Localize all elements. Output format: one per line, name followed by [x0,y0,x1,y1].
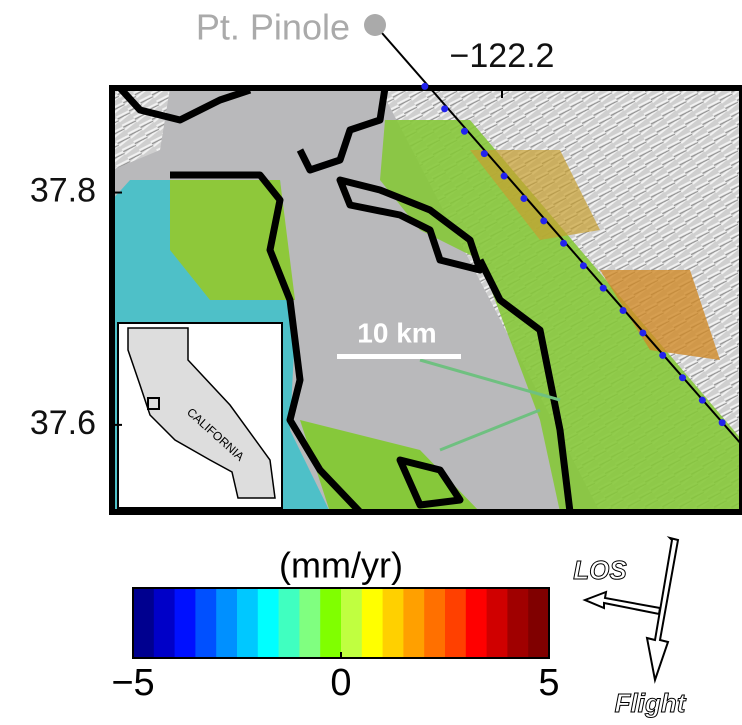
fault-dot [520,195,527,202]
y-tick-label: 37.6 [30,404,96,442]
colorbar-segment [528,588,549,658]
colorbar: −5 0 5 [111,588,559,704]
colorbar-tick-label: −5 [111,662,154,704]
colorbar-segment [154,588,175,658]
fault-dot [600,285,607,292]
fault-dot [580,262,587,269]
colorbar-segment [279,588,300,658]
fault-dot [461,128,468,135]
colorbar-segment [299,588,320,658]
fault-dot [620,307,627,314]
colorbar-segment [216,588,237,658]
colorbar-segment [403,588,424,658]
direction-arrows: LOS Flight [573,538,686,718]
scale-line [337,354,461,359]
colorbar-segment [383,588,404,658]
colorbar-tick-label: 0 [330,662,351,704]
figure: Pt. Pinole CALIFORNIA 10 km (mm/yr) −5 0 5… [0,0,742,725]
fault-dot [639,329,646,336]
colorbar-tick-label: 5 [538,662,559,704]
flight-label: Flight [615,688,687,718]
colorbar-segment [466,588,487,658]
fault-dot [560,240,567,247]
scale-label: 10 km [357,317,436,348]
colorbar-segment [362,588,383,658]
place-marker [364,14,386,36]
colorbar-segment [487,588,508,658]
colorbar-segment [133,588,154,658]
page: {"map": { "place_label": "Pt. Pinole", "… [0,0,742,725]
colorbar-segment [258,588,279,658]
colorbar-segment [195,588,216,658]
colorbar-label: (mm/yr) [279,545,403,586]
fault-dot [481,150,488,157]
fault-dot [421,83,428,90]
los-label: LOS [573,555,627,585]
colorbar-segment [507,588,528,658]
fault-dot [659,352,666,359]
x-tick-label: −122.2 [450,37,555,75]
colorbar-segment [175,588,196,658]
fault-dot [501,173,508,180]
y-tick-label: 37.8 [30,172,96,210]
los-arrow [585,592,660,614]
fault-dot [540,217,547,224]
fault-dot [441,105,448,112]
colorbar-segment [445,588,466,658]
colorbar-segment [424,588,445,658]
colorbar-segment [341,588,362,658]
colorbar-segment [237,588,258,658]
fault-dot [679,374,686,381]
place-label: Pt. Pinole [196,7,350,48]
fault-dot [699,397,706,404]
inset: CALIFORNIA [118,323,282,508]
colorbar-segment [320,588,341,658]
fault-dot [719,419,726,426]
